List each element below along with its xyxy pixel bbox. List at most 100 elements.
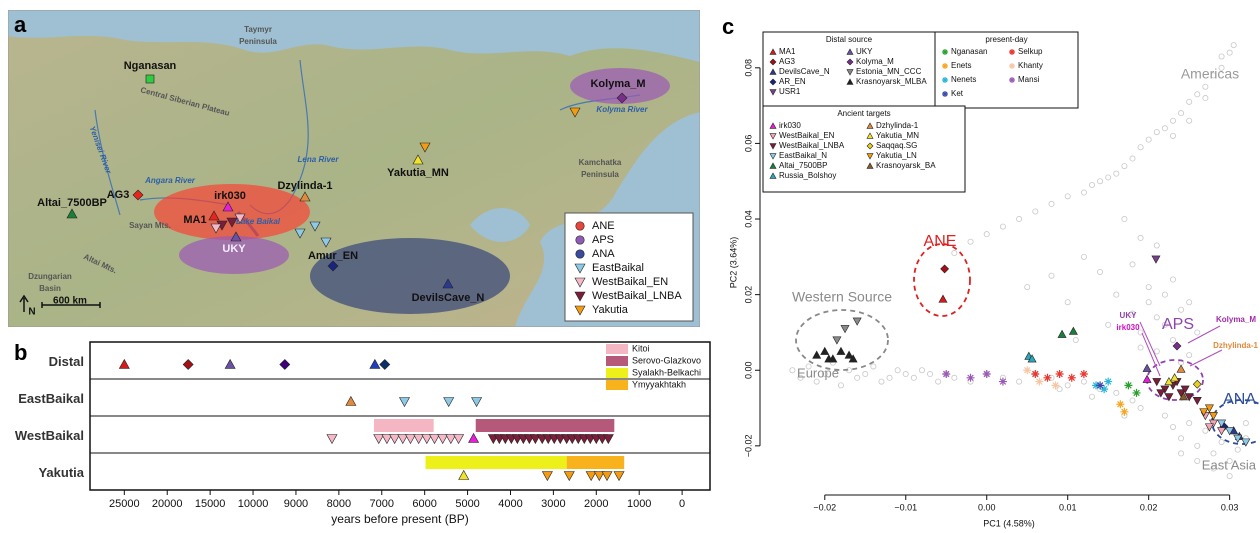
data-point — [1152, 256, 1160, 263]
data-point — [469, 434, 479, 443]
annotation: UKY — [1120, 311, 1138, 320]
reference-point — [838, 383, 843, 388]
data-point — [1116, 400, 1124, 408]
reference-point — [1154, 129, 1159, 134]
x-tick-label: 1000 — [627, 498, 651, 510]
data-point — [586, 472, 596, 481]
annotation: irk030 — [1116, 323, 1140, 332]
map-label: irk030 — [214, 190, 246, 202]
reference-point — [903, 371, 908, 376]
reference-point — [1154, 243, 1159, 248]
reference-point — [1178, 451, 1183, 456]
legend-label: WestBaikal_LNBA — [779, 141, 845, 150]
map-label: Dzylinda-1 — [277, 180, 332, 192]
legend-marker — [942, 49, 948, 55]
data-point — [939, 295, 947, 302]
panel-label: a — [14, 12, 27, 37]
reference-point — [1219, 439, 1224, 444]
legend-label: DevilsCave_N — [779, 67, 830, 76]
reference-point — [1170, 133, 1175, 138]
map-label: Nganasan — [124, 60, 177, 72]
data-point — [999, 378, 1007, 386]
annotation: Western Source — [792, 289, 892, 305]
reference-point — [911, 375, 916, 380]
reference-point — [1138, 145, 1143, 150]
data-point — [225, 360, 235, 369]
data-point — [1069, 327, 1077, 334]
legend-label: WestBaikal_LNBA — [592, 290, 682, 302]
reference-point — [887, 375, 892, 380]
map-label: MA1 — [183, 214, 206, 226]
legend-marker — [942, 91, 948, 97]
reference-point — [1122, 163, 1127, 168]
panel-label: c — [722, 14, 734, 39]
reference-point — [863, 371, 868, 376]
reference-point — [927, 371, 932, 376]
reference-point — [1114, 292, 1119, 297]
data-point — [183, 360, 193, 370]
reference-point — [1187, 421, 1192, 426]
map-label: AG3 — [107, 189, 130, 201]
reference-point — [879, 379, 884, 384]
pointer-line — [1140, 322, 1160, 366]
legend-swatch — [606, 344, 628, 354]
legend-swatch — [606, 380, 628, 390]
reference-point — [1138, 235, 1143, 240]
reference-point — [1122, 216, 1127, 221]
reference-point — [1130, 156, 1135, 161]
legend-label: Kitoi — [632, 343, 650, 353]
reference-point — [1154, 349, 1159, 354]
legend-label: Yakutia_MN — [876, 131, 919, 140]
y-tick-label: 0.08 — [743, 59, 753, 77]
reference-point — [1033, 209, 1038, 214]
legend-marker — [1009, 63, 1015, 69]
reference-point — [871, 364, 876, 369]
data-point — [1218, 428, 1226, 435]
legend-title: present-day — [985, 35, 1027, 44]
map-label: DevilsCave_N — [412, 292, 485, 304]
data-point — [983, 370, 991, 378]
reference-point — [1081, 254, 1086, 259]
legend-label: Nenets — [951, 75, 976, 84]
reference-point — [1049, 201, 1054, 206]
annotation: Americas — [1181, 66, 1239, 82]
x-tick-label: 15000 — [195, 498, 226, 510]
map-label: Kolyma_M — [590, 78, 645, 90]
x-tick-label: 3000 — [541, 498, 565, 510]
data-point — [1052, 381, 1060, 389]
data-point — [841, 325, 849, 332]
x-tick-label: 8000 — [327, 498, 351, 510]
data-point — [1173, 342, 1181, 350]
group-outline — [914, 244, 970, 316]
legend-label: USR1 — [779, 87, 801, 96]
legend-label: MA1 — [779, 47, 796, 56]
data-point — [1177, 365, 1185, 372]
legend-label: Khanty — [1018, 61, 1043, 70]
reference-point — [1162, 292, 1167, 297]
map-label: Kolyma River — [596, 105, 648, 114]
reference-point — [1227, 50, 1232, 55]
annotation: Europe — [797, 365, 839, 380]
reference-point — [895, 368, 900, 373]
x-tick-label: 0.02 — [1140, 502, 1158, 512]
data-point — [406, 435, 416, 444]
reference-point — [1146, 137, 1151, 142]
legend-marker — [942, 77, 948, 83]
reference-point — [1025, 284, 1030, 289]
data-point — [813, 351, 821, 358]
annotation: Kolyma_M — [1216, 315, 1256, 324]
data-point — [967, 374, 975, 382]
x-tick-label: 2000 — [584, 498, 608, 510]
reference-point — [1154, 315, 1159, 320]
data-point — [370, 360, 380, 369]
annotation: APS — [1162, 316, 1194, 333]
legend-marker — [942, 63, 948, 69]
row-label: Yakutia — [38, 465, 84, 480]
legend-label: AG3 — [779, 57, 796, 66]
y-tick-label: 0.06 — [743, 135, 753, 153]
legend-label: UKY — [856, 47, 873, 56]
reference-point — [855, 375, 860, 380]
legend-title: Ancient targets — [837, 109, 890, 118]
data-point — [614, 472, 624, 481]
data-point — [390, 435, 400, 444]
